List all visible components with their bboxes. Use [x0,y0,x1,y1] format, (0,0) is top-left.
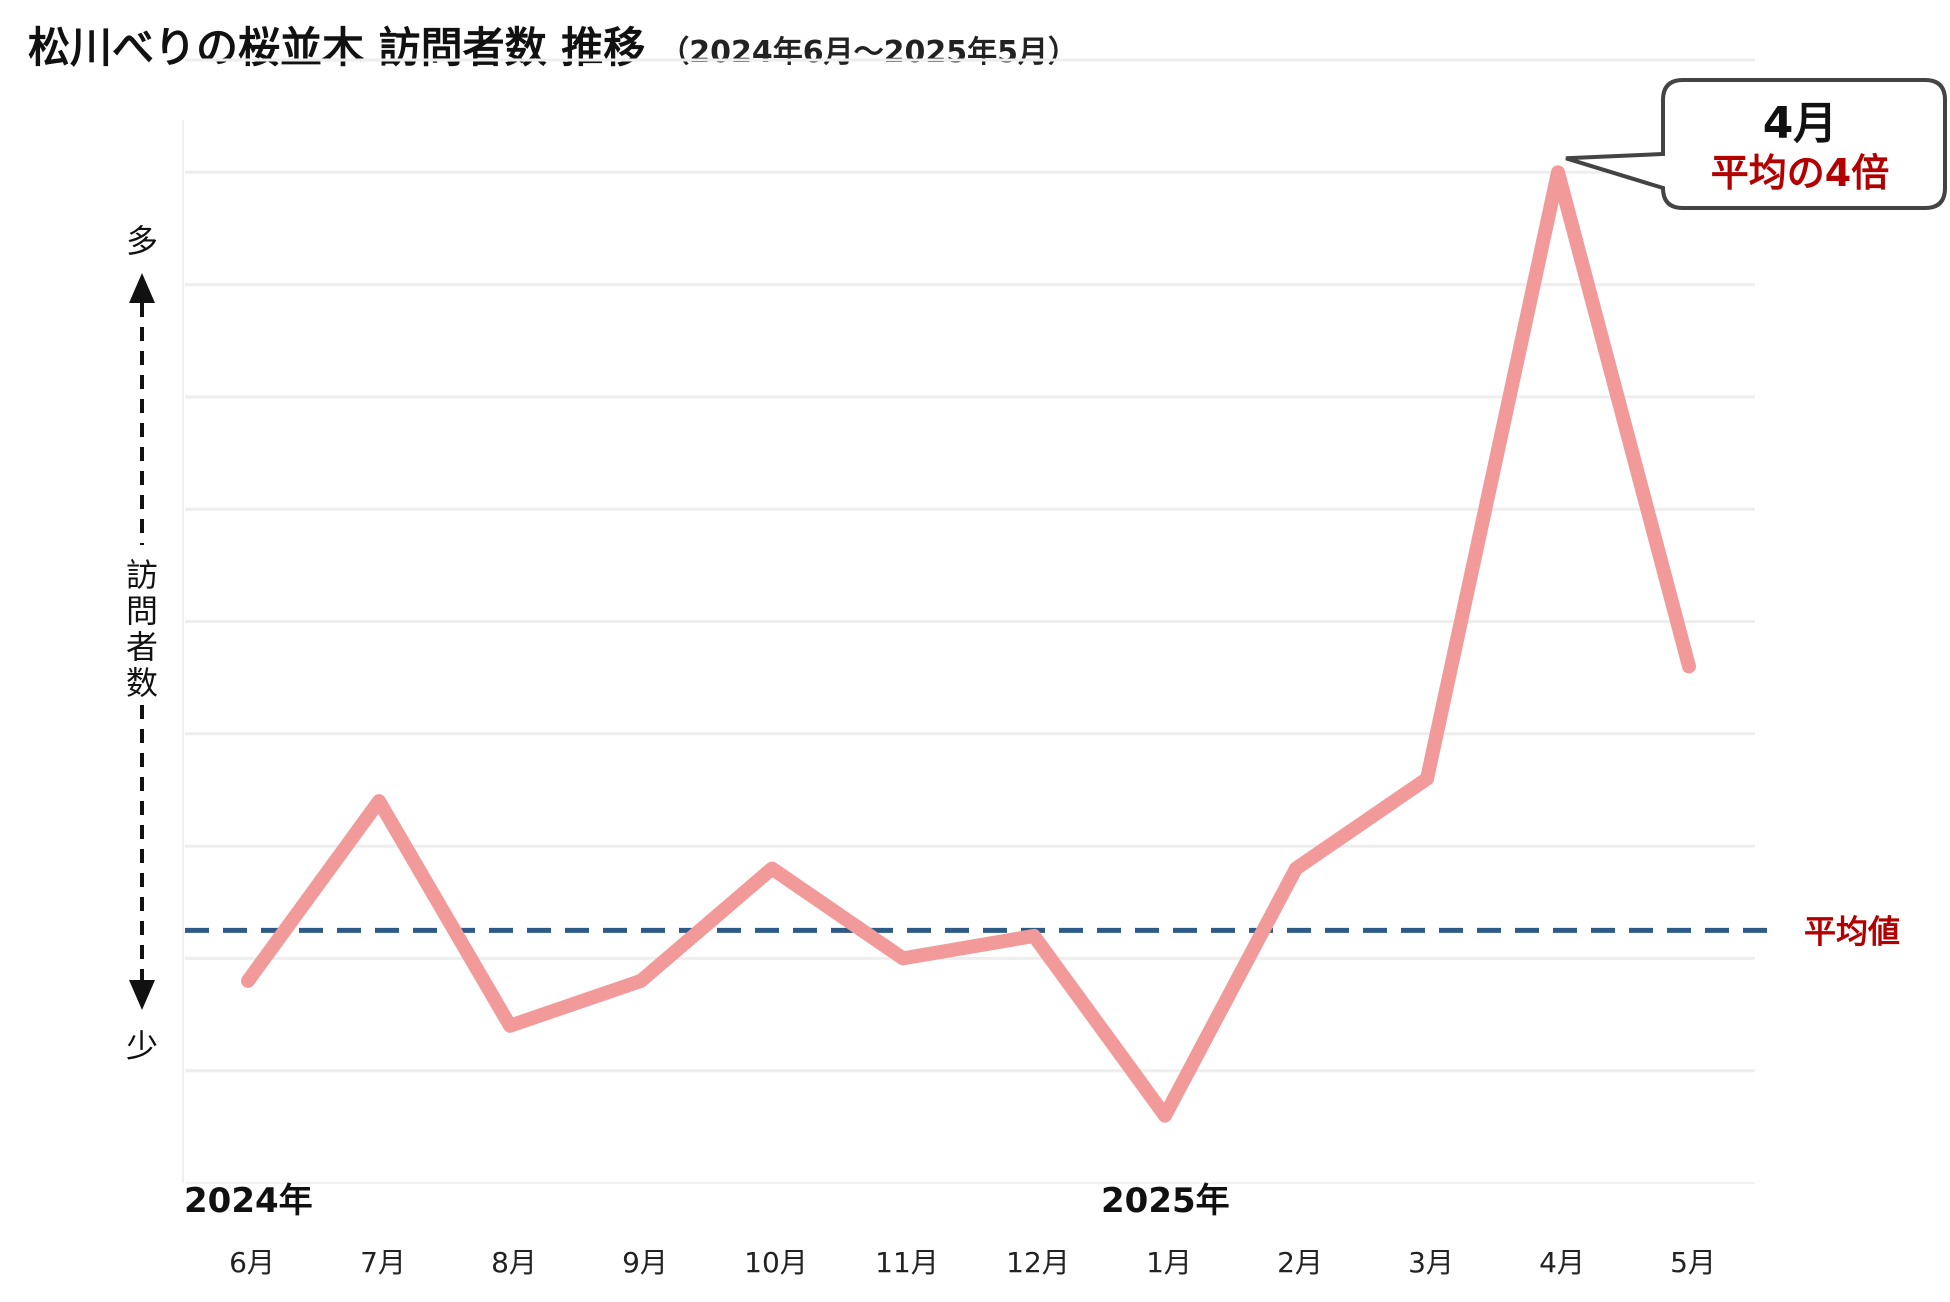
peak-callout: 4月 平均の4倍 [1565,78,1947,210]
callout-month: 4月 [1763,98,1838,149]
x-axis-ticks: 6月 7月 8月 9月 10月 11月 12月 1月 2月 3月 4月 5月 [229,1246,1716,1279]
x-tick-label: 6月 [229,1246,275,1279]
y-axis-bottom-word: 少 [126,1027,158,1065]
x-tick-label: 11月 [875,1246,939,1279]
y-axis-label-char: 訪 [126,556,158,594]
x-tick-label: 8月 [491,1246,537,1279]
year-label: 2025年 [1101,1181,1230,1221]
series-line [241,165,1696,1123]
x-tick-label: 12月 [1006,1246,1070,1279]
chart-title-block: 松川べりの桜並木 訪問者数 推移 （2024年6月〜2025年5月） [28,14,1078,75]
year-labels: 2024年 2025年 [184,1181,1230,1221]
x-tick-label: 7月 [360,1246,406,1279]
x-tick-label: 2月 [1277,1246,1323,1279]
y-axis-label-char: 数 [126,664,158,702]
callout-note: 平均の4倍 [1711,151,1889,195]
x-tick-label: 4月 [1539,1246,1585,1279]
chart-subtitle: （2024年6月〜2025年5月） [659,35,1078,70]
y-axis-label-char: 問 [126,592,158,630]
x-tick-label: 3月 [1408,1246,1454,1279]
y-axis-top-word: 多 [126,222,158,260]
chart-title: 松川べりの桜並木 訪問者数 推移 [28,23,646,72]
year-label: 2024年 [184,1181,313,1221]
callout-bubble [1565,78,1947,210]
x-tick-label: 9月 [622,1246,668,1279]
arrow-up-icon [129,273,155,303]
average-label: 平均値 [1804,912,1900,950]
arrow-down-icon [129,980,155,1010]
x-tick-label: 1月 [1146,1246,1192,1279]
gridlines [185,58,1755,1184]
x-tick-label: 5月 [1670,1246,1716,1279]
x-tick-label: 10月 [744,1246,808,1279]
y-axis-label-char: 者 [126,628,158,666]
y-axis-label: 訪問者数 [126,556,158,702]
y-axis-indicator: 多 少 訪問者数 [126,120,184,1183]
